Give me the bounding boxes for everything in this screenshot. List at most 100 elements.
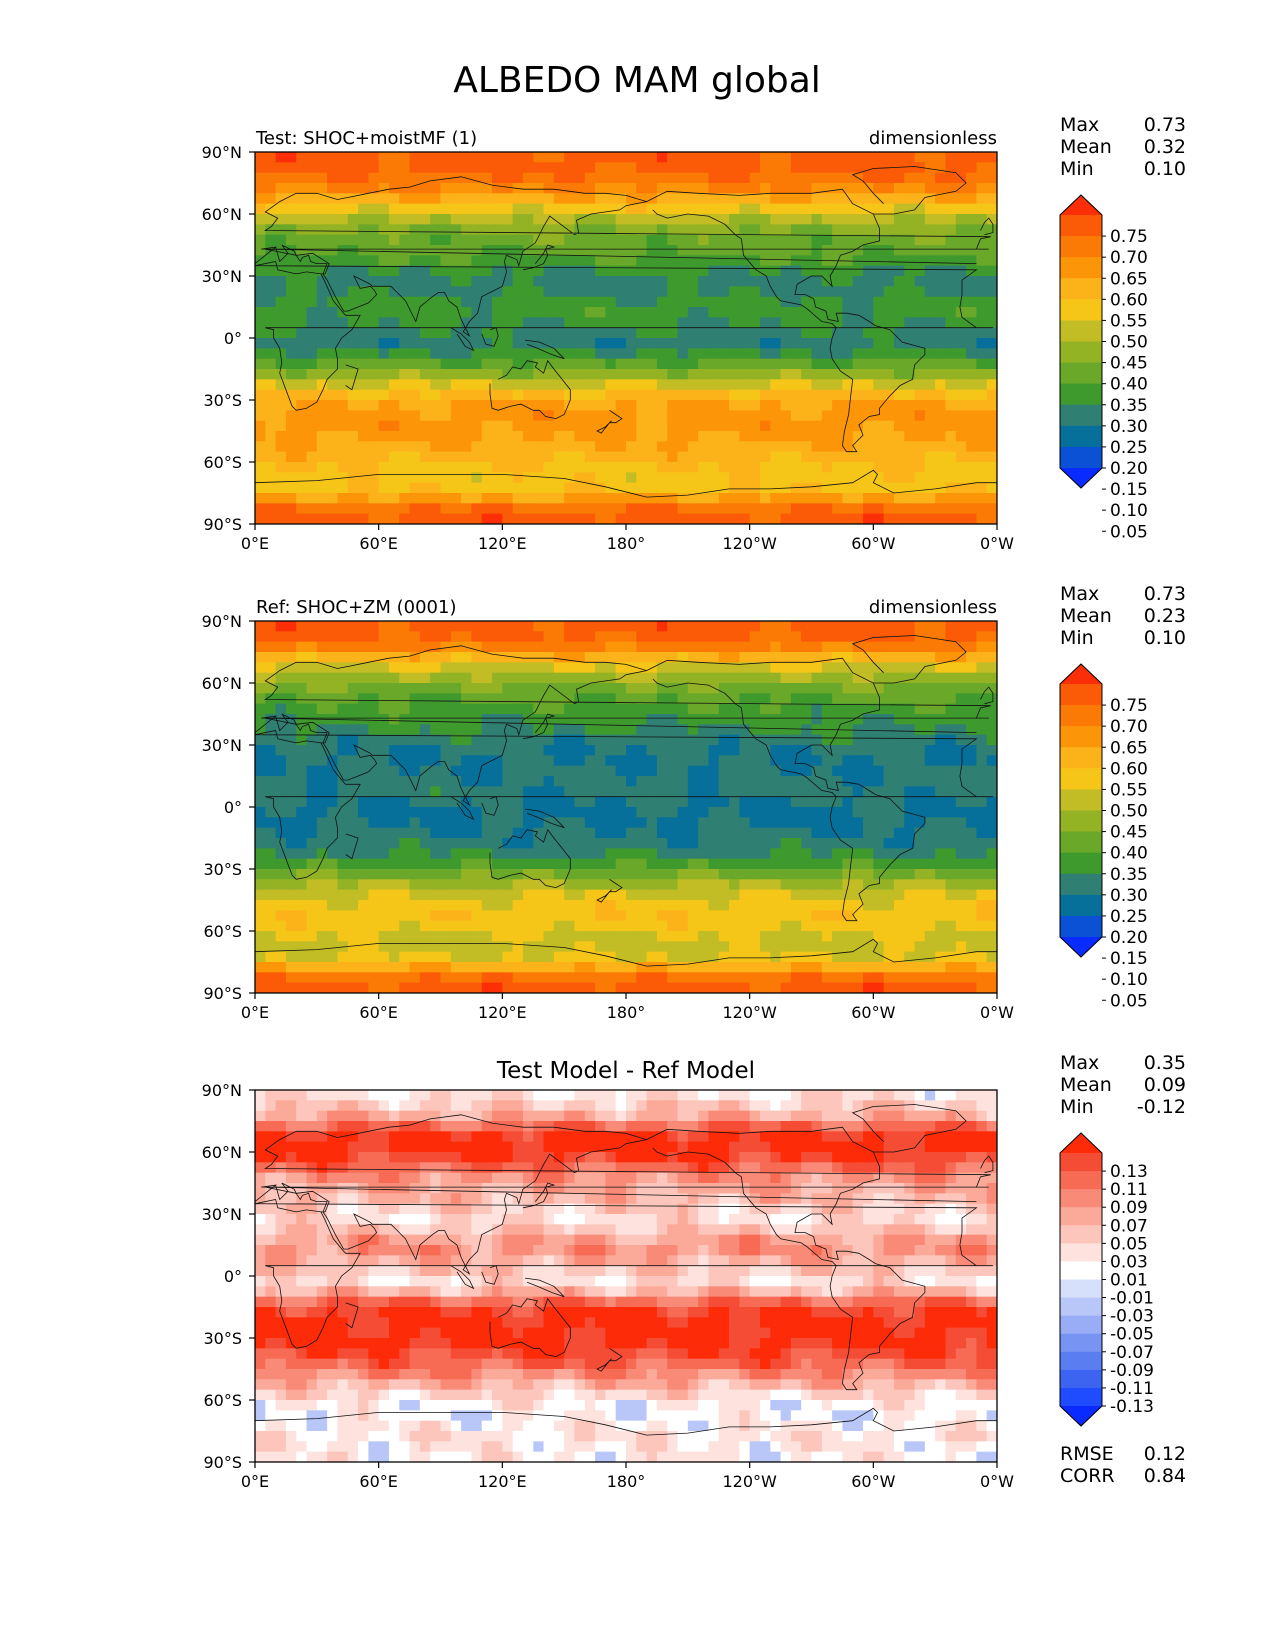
data-cell [461, 786, 473, 798]
data-cell [409, 276, 421, 287]
data-cell [440, 493, 452, 504]
data-cell [399, 338, 411, 349]
data-cell [574, 286, 586, 298]
data-cell [605, 631, 617, 643]
data-cell [265, 441, 277, 453]
data-cell [914, 348, 926, 360]
data-cell [646, 807, 658, 818]
data-cell [553, 900, 565, 911]
data-cell [605, 900, 617, 911]
data-cell [883, 745, 895, 756]
data-cell [708, 631, 720, 643]
data-cell [358, 848, 369, 860]
data-cell [615, 441, 627, 453]
data-cell [935, 234, 947, 246]
data-cell [388, 462, 400, 473]
data-cell [842, 286, 854, 298]
data-cell [564, 703, 576, 715]
data-cell [615, 786, 627, 798]
data-cell [471, 172, 483, 184]
data-cell [553, 162, 565, 174]
data-cell [296, 931, 308, 942]
data-cell [636, 724, 648, 736]
data-cell [893, 513, 905, 524]
data-cell [698, 369, 710, 380]
data-cell [873, 451, 885, 463]
data-cell [543, 641, 555, 653]
data-cell [883, 172, 895, 184]
data-cell [347, 338, 359, 349]
data-cell [729, 379, 740, 391]
data-cell [368, 838, 380, 849]
data-cell [986, 941, 997, 953]
data-cell [584, 796, 596, 808]
data-cell [801, 786, 813, 798]
data-cell [584, 420, 596, 432]
data-cell [935, 817, 947, 829]
data-cell [811, 755, 823, 767]
data-cell [811, 493, 823, 504]
data-cell [419, 631, 431, 643]
data-cell [955, 338, 967, 349]
data-cell [636, 796, 648, 808]
data-cell [945, 379, 957, 391]
y-tick-label: 60°S [203, 453, 242, 472]
data-cell [790, 621, 802, 632]
data-cell [595, 286, 606, 298]
data-cell [533, 683, 545, 694]
data-cell [347, 672, 359, 684]
data-cell [419, 931, 431, 942]
data-cell [358, 879, 369, 891]
data-cell [533, 672, 545, 684]
data-cell [512, 621, 524, 632]
data-cell [440, 714, 452, 725]
data-cell [388, 734, 400, 746]
data-cell [904, 683, 916, 694]
colorbar-label: 0.45 [1110, 354, 1148, 374]
data-cell [471, 910, 483, 922]
data-cell [935, 379, 947, 391]
data-cell [440, 879, 452, 891]
data-cell [471, 786, 483, 798]
data-cell [275, 838, 287, 849]
data-cell [832, 858, 844, 870]
data-cell [337, 827, 349, 839]
data-cell [574, 203, 586, 215]
data-cell [667, 234, 679, 246]
data-cell [966, 745, 977, 756]
data-cell [924, 786, 936, 798]
data-cell [966, 641, 977, 653]
data-cell [306, 420, 318, 432]
data-cell [780, 703, 792, 715]
data-cell [502, 420, 514, 432]
data-cell [533, 245, 545, 256]
data-cell [419, 245, 431, 256]
data-cell [512, 317, 524, 329]
data-cell [450, 776, 462, 787]
data-cell [636, 379, 648, 391]
data-cell [945, 889, 957, 901]
data-cell [780, 931, 792, 942]
data-cell [935, 672, 947, 684]
data-cell [502, 503, 514, 515]
data-cell [275, 327, 287, 339]
data-cell [945, 734, 957, 746]
data-cell [285, 765, 297, 777]
data-cell [388, 296, 400, 308]
data-cell [471, 703, 483, 715]
data-cell [316, 400, 328, 411]
data-cell [636, 858, 648, 870]
data-cell [698, 827, 710, 839]
data-cell [450, 410, 462, 422]
data-cell [646, 745, 658, 756]
data-cell [574, 703, 586, 715]
data-cell [842, 203, 854, 215]
data-cell [626, 203, 637, 215]
data-cell [522, 631, 534, 643]
data-cell [595, 276, 606, 287]
data-cell [296, 920, 308, 932]
data-cell [440, 869, 452, 880]
data-cell [811, 745, 823, 756]
data-cell [863, 462, 874, 473]
